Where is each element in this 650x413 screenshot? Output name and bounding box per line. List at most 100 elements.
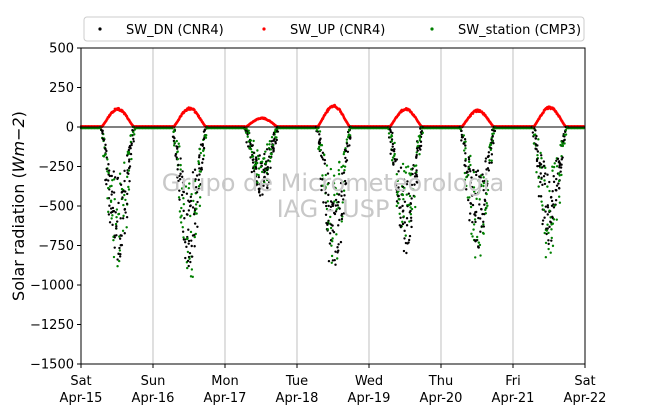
point-sw-dn <box>342 198 345 201</box>
point-sw-dn <box>105 182 108 186</box>
point-sw-dn <box>482 188 485 192</box>
point-sw-dn <box>394 159 397 163</box>
point-sw-station <box>401 193 405 197</box>
point-sw-dn <box>182 209 185 213</box>
point-sw-dn <box>391 149 394 152</box>
point-sw-station <box>474 256 477 259</box>
point-sw-station <box>561 144 565 148</box>
point-sw-dn <box>486 182 489 185</box>
point-sw-dn <box>324 191 328 194</box>
point-sw-dn <box>485 168 488 171</box>
x-tick-label-day: Sat <box>70 374 91 389</box>
point-sw-dn <box>547 239 550 242</box>
point-sw-dn <box>475 173 478 177</box>
point-sw-dn <box>399 224 403 228</box>
point-sw-station <box>343 168 346 172</box>
point-sw-station <box>340 165 343 169</box>
point-sw-dn <box>254 175 258 178</box>
point-sw-dn <box>318 138 321 142</box>
point-sw-station <box>319 148 322 152</box>
point-sw-dn <box>487 151 491 154</box>
grid-lines <box>152 48 514 364</box>
point-sw-dn <box>551 190 554 193</box>
point-sw-station <box>465 184 468 188</box>
point-sw-dn <box>194 178 197 181</box>
point-sw-station <box>547 247 550 251</box>
point-sw-dn <box>405 251 408 255</box>
point-sw-dn <box>536 144 539 147</box>
point-sw-dn <box>492 141 495 145</box>
point-sw-dn <box>401 189 405 192</box>
point-sw-station <box>472 170 476 174</box>
point-sw-station <box>418 139 422 142</box>
point-sw-station <box>113 197 116 201</box>
point-sw-station <box>117 259 121 263</box>
point-sw-dn <box>409 216 413 219</box>
point-sw-dn <box>411 167 414 170</box>
point-sw-station <box>404 234 407 237</box>
point-sw-dn <box>490 153 494 156</box>
point-sw-dn <box>544 172 547 175</box>
point-sw-station <box>107 171 110 175</box>
point-sw-dn <box>111 206 115 210</box>
point-sw-station <box>476 179 480 182</box>
point-sw-dn <box>324 213 328 216</box>
point-sw-dn <box>261 193 264 196</box>
point-sw-dn <box>546 206 550 209</box>
point-sw-station <box>106 158 109 161</box>
point-sw-dn <box>407 238 411 242</box>
point-sw-station <box>114 222 118 226</box>
point-sw-station <box>257 167 261 170</box>
point-sw-station <box>191 275 194 279</box>
legend-marker <box>98 27 102 31</box>
point-sw-dn <box>113 236 116 239</box>
y-tick-label: 250 <box>49 81 74 96</box>
point-sw-station <box>326 183 329 186</box>
point-sw-dn <box>115 225 118 228</box>
point-sw-dn <box>541 222 544 226</box>
point-sw-dn <box>252 158 255 161</box>
point-sw-dn <box>197 178 200 182</box>
point-sw-dn <box>397 186 400 189</box>
point-sw-station <box>537 185 540 188</box>
point-sw-station <box>557 195 561 198</box>
point-sw-station <box>343 165 347 168</box>
point-sw-station <box>255 173 259 176</box>
point-sw-dn <box>193 245 196 248</box>
point-sw-station <box>260 160 264 163</box>
point-sw-dn <box>324 204 328 208</box>
point-sw-dn <box>187 264 190 268</box>
point-sw-dn <box>202 137 206 141</box>
point-sw-dn <box>490 138 493 141</box>
point-sw-dn <box>123 232 126 235</box>
point-sw-dn <box>546 213 549 216</box>
watermark-line-1: Grupo de Micrometeorologia <box>162 169 504 197</box>
point-sw-dn <box>534 129 537 132</box>
point-sw-dn <box>102 138 106 142</box>
point-sw-station <box>470 232 473 236</box>
point-sw-station <box>345 138 349 141</box>
point-sw-station <box>409 212 413 216</box>
point-sw-dn <box>409 201 412 205</box>
point-sw-station <box>403 170 406 173</box>
point-sw-dn <box>104 143 107 147</box>
point-sw-dn <box>121 196 124 199</box>
point-sw-station <box>127 169 131 172</box>
point-sw-station <box>177 196 181 199</box>
point-sw-station <box>397 198 400 201</box>
point-sw-dn <box>344 149 348 153</box>
point-sw-dn <box>318 133 321 136</box>
point-sw-station <box>187 186 191 190</box>
point-sw-dn <box>187 209 191 212</box>
point-sw-dn <box>334 250 337 253</box>
point-sw-dn <box>201 143 204 146</box>
point-sw-station <box>342 164 345 168</box>
point-sw-station <box>532 142 536 145</box>
ylabel-unit-w: W <box>9 155 28 172</box>
point-sw-dn <box>470 176 473 179</box>
point-sw-dn <box>549 220 552 223</box>
point-sw-dn <box>178 174 181 178</box>
point-sw-dn <box>487 169 491 172</box>
point-sw-station <box>331 240 334 243</box>
